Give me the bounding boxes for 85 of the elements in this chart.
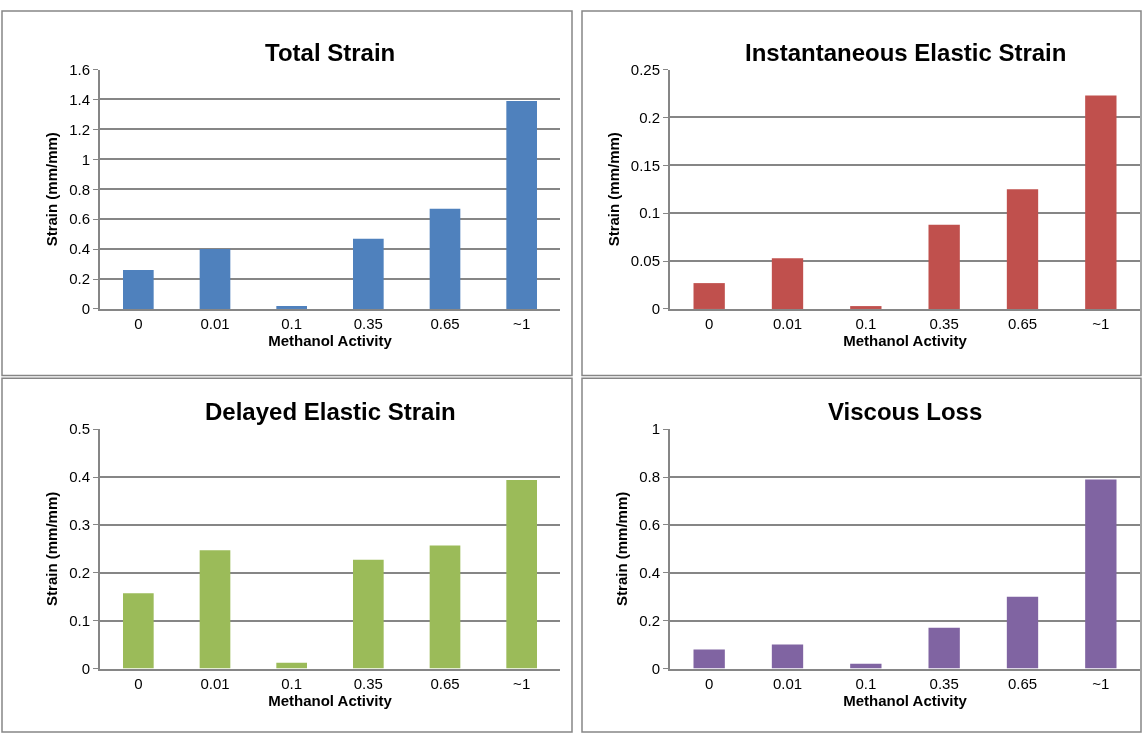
- bar: [276, 305, 307, 309]
- y-tick-label: 0.2: [69, 564, 90, 582]
- y-axis-title: Strain (mm/mm): [42, 132, 60, 247]
- y-tick-label: 0.1: [639, 204, 660, 222]
- y-tick-label: 0.6: [639, 516, 660, 534]
- x-axis-title: Methanol Activity: [843, 331, 968, 349]
- y-tick-label: 0.2: [639, 611, 660, 629]
- chart-title: Instantaneous Elastic Strain: [745, 39, 1067, 66]
- y-tick-label: 0.2: [69, 270, 90, 288]
- y-tick-label: 1.4: [69, 90, 90, 108]
- bar: [1085, 479, 1117, 669]
- bar: [123, 270, 154, 309]
- y-tick-label: 0: [651, 659, 660, 677]
- chart-title: Delayed Elastic Strain: [205, 398, 456, 425]
- y-tick-label: 0.2: [639, 108, 660, 126]
- y-tick-label: 0.4: [639, 564, 660, 582]
- bar: [429, 208, 461, 309]
- y-tick-label: 0.8: [639, 468, 660, 486]
- bar: [123, 593, 154, 669]
- x-tick-label: ~1: [1092, 314, 1110, 332]
- bar: [429, 545, 461, 669]
- y-tick-label: 0.05: [630, 252, 660, 270]
- y-tick-label: 0.8: [69, 180, 90, 198]
- bar: [506, 101, 537, 309]
- x-axis-title: Methanol Activity: [268, 691, 393, 709]
- y-tick-label: 0.3: [69, 516, 90, 534]
- x-tick-label: 0.35: [353, 674, 383, 692]
- x-tick-label: 0: [134, 314, 143, 332]
- x-tick-label: 0.1: [855, 674, 877, 692]
- bar: [353, 238, 384, 309]
- bar: [771, 258, 804, 309]
- x-tick-label: 0.65: [430, 674, 460, 692]
- bar: [771, 644, 804, 669]
- y-tick-label: 0: [81, 300, 90, 318]
- bar: [693, 283, 725, 309]
- bar: [928, 627, 960, 669]
- y-tick-label: 0.4: [69, 468, 90, 486]
- bar: [928, 224, 960, 309]
- x-tick-label: 0.01: [200, 314, 230, 332]
- bar: [1006, 596, 1039, 669]
- x-tick-label: 0.35: [929, 314, 959, 332]
- x-tick-label: 0.65: [1007, 314, 1038, 332]
- x-tick-label: 0.65: [430, 314, 460, 332]
- x-tick-label: 0.01: [772, 314, 803, 332]
- bar: [199, 550, 231, 669]
- y-tick-label: 0.1: [69, 611, 90, 629]
- chart-title: Viscous Loss: [828, 398, 983, 425]
- x-tick-label: 0: [705, 674, 714, 692]
- x-tick-label: ~1: [1092, 674, 1110, 692]
- x-tick-label: 0.1: [855, 314, 877, 332]
- y-tick-label: 0.25: [630, 60, 660, 78]
- y-axis-title: Strain (mm/mm): [604, 132, 622, 247]
- bar: [1006, 189, 1039, 309]
- y-tick-label: 0.6: [69, 210, 90, 228]
- y-tick-label: 1: [81, 150, 90, 168]
- bar: [693, 649, 725, 669]
- x-tick-label: 0.35: [929, 674, 959, 692]
- y-tick-label: 0.15: [630, 156, 660, 174]
- bar: [850, 306, 882, 309]
- x-tick-label: 0.01: [200, 674, 230, 692]
- y-tick-label: 1: [651, 420, 660, 438]
- y-tick-label: 0: [81, 659, 90, 677]
- x-tick-label: 0.1: [281, 674, 303, 692]
- y-axis-title: Strain (mm/mm): [612, 491, 630, 606]
- x-tick-label: 0.1: [281, 314, 303, 332]
- x-tick-label: ~1: [513, 674, 531, 692]
- x-tick-label: 0.01: [772, 674, 803, 692]
- chart-title: Total Strain: [265, 39, 396, 66]
- y-axis-title: Strain (mm/mm): [42, 491, 60, 606]
- x-tick-label: 0: [134, 674, 143, 692]
- x-tick-label: 0.65: [1007, 674, 1038, 692]
- bar: [1085, 95, 1117, 309]
- x-tick-label: 0: [705, 314, 714, 332]
- y-tick-label: 0: [651, 300, 660, 318]
- bar: [353, 559, 384, 669]
- bar: [199, 249, 231, 309]
- x-axis-title: Methanol Activity: [843, 691, 968, 709]
- y-tick-label: 0.5: [69, 420, 90, 438]
- bar: [506, 479, 537, 669]
- y-tick-label: 1.2: [69, 120, 90, 138]
- x-tick-label: ~1: [513, 314, 531, 332]
- y-tick-label: 1.6: [69, 60, 90, 78]
- x-tick-label: 0.35: [353, 314, 383, 332]
- y-tick-label: 0.4: [69, 240, 90, 258]
- x-axis-title: Methanol Activity: [268, 331, 393, 349]
